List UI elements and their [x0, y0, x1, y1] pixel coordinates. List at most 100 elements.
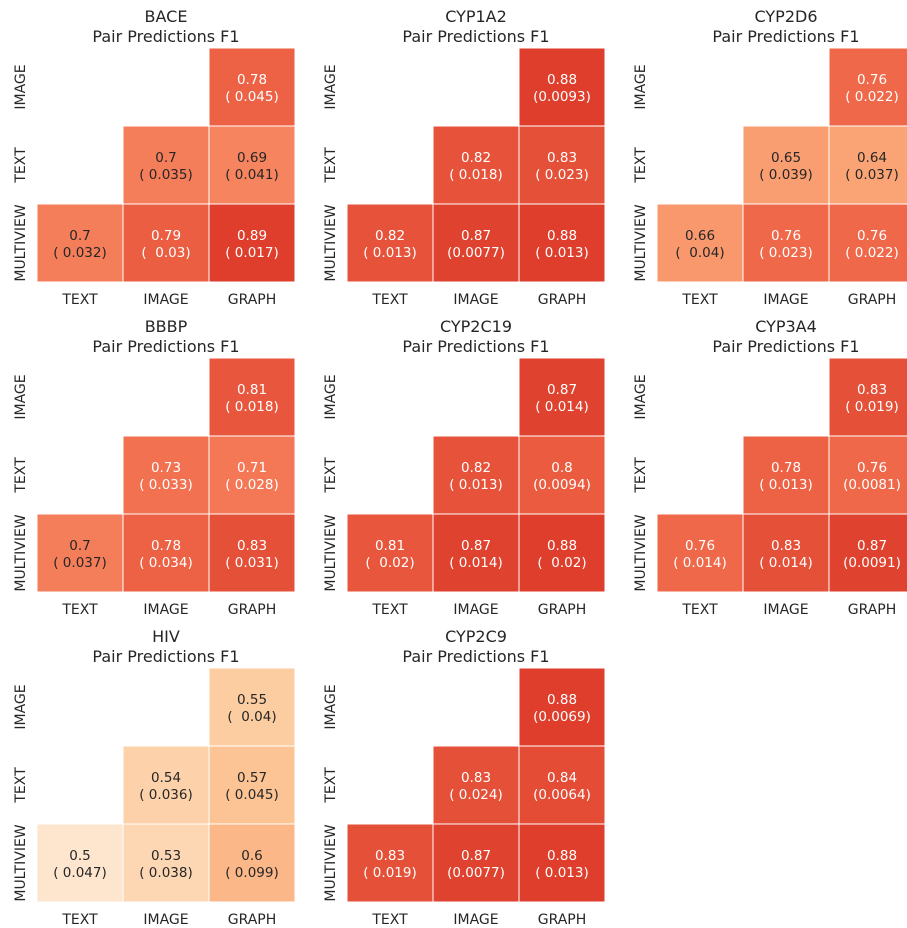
cell-std-label: (0.0077) — [447, 865, 505, 881]
cell-std-label: ( 0.047) — [53, 865, 106, 881]
cell-std-label: ( 0.013) — [759, 477, 812, 493]
cell-value-label: 0.83 — [857, 382, 887, 398]
heatmap-cell — [122, 435, 210, 515]
y-tick-label: IMAGE — [323, 64, 339, 109]
y-tick-label: IMAGE — [323, 374, 339, 419]
heatmap-cell — [36, 823, 124, 903]
y-tick-label: TEXT — [13, 767, 29, 804]
cell-std-label: (0.0069) — [533, 709, 591, 725]
y-tick-label: MULTIVIEW — [633, 514, 649, 591]
cell-value-label: 0.57 — [237, 770, 267, 786]
cell-std-label: ( 0.036) — [139, 787, 192, 803]
heatmap-cell — [208, 823, 296, 903]
cell-value-label: 0.54 — [151, 770, 181, 786]
cell-std-label: ( 0.04) — [227, 709, 276, 725]
heatmap-cell — [828, 513, 907, 593]
cell-value-label: 0.76 — [685, 538, 715, 554]
y-tick-label: TEXT — [323, 147, 339, 184]
y-tick-label: MULTIVIEW — [323, 204, 339, 281]
y-tick-label: IMAGE — [13, 684, 29, 729]
cell-value-label: 0.53 — [151, 848, 181, 864]
x-tick-label: TEXT — [61, 602, 98, 618]
y-tick-label: MULTIVIEW — [13, 824, 29, 901]
y-tick-label: TEXT — [323, 767, 339, 804]
x-tick-label: GRAPH — [538, 602, 587, 618]
cell-std-label: ( 0.018) — [225, 399, 278, 415]
cell-value-label: 0.82 — [461, 150, 491, 166]
cell-std-label: (0.0064) — [533, 787, 591, 803]
cell-value-label: 0.87 — [547, 382, 577, 398]
heatmap-cell — [518, 667, 606, 747]
cell-std-label: ( 0.02) — [537, 555, 586, 571]
cell-std-label: ( 0.02) — [365, 555, 414, 571]
x-tick-label: TEXT — [371, 912, 408, 928]
y-tick-label: MULTIVIEW — [323, 514, 339, 591]
cell-value-label: 0.87 — [461, 848, 491, 864]
cell-value-label: 0.83 — [237, 538, 267, 554]
cell-value-label: 0.88 — [547, 72, 577, 88]
x-tick-label: TEXT — [61, 912, 98, 928]
heatmap-cell — [122, 823, 210, 903]
cell-value-label: 0.83 — [547, 150, 577, 166]
panel-subtitle: Pair Predictions F1 — [402, 337, 549, 356]
panel-subtitle: Pair Predictions F1 — [92, 27, 239, 46]
y-tick-label: IMAGE — [323, 684, 339, 729]
cell-value-label: 0.65 — [771, 150, 801, 166]
x-tick-label: TEXT — [371, 292, 408, 308]
cell-std-label: (0.0093) — [533, 89, 591, 105]
heatmap-cell — [208, 357, 296, 437]
x-tick-label: TEXT — [681, 292, 718, 308]
cell-std-label: (0.0081) — [843, 477, 901, 493]
cell-value-label: 0.76 — [857, 460, 887, 476]
cell-std-label: ( 0.017) — [225, 245, 278, 261]
y-tick-label: TEXT — [633, 457, 649, 494]
cell-value-label: 0.83 — [375, 848, 405, 864]
cell-value-label: 0.87 — [461, 228, 491, 244]
y-tick-label: TEXT — [323, 457, 339, 494]
heatmap-cell — [656, 513, 744, 593]
x-tick-label: GRAPH — [228, 602, 277, 618]
x-tick-label: IMAGE — [143, 292, 188, 308]
cell-value-label: 0.66 — [685, 228, 715, 244]
panel-title: BACE — [145, 7, 188, 26]
heatmap-cell — [122, 745, 210, 825]
heatmap-cell — [208, 513, 296, 593]
y-tick-label: TEXT — [13, 457, 29, 494]
cell-std-label: ( 0.018) — [449, 167, 502, 183]
cell-std-label: (0.0091) — [843, 555, 901, 571]
heatmap-cell — [828, 47, 907, 127]
y-tick-label: MULTIVIEW — [13, 204, 29, 281]
cell-std-label: ( 0.014) — [449, 555, 502, 571]
cell-value-label: 0.7 — [69, 228, 90, 244]
cell-std-label: ( 0.04) — [675, 245, 724, 261]
panel-title: CYP2D6 — [755, 7, 818, 26]
y-tick-label: IMAGE — [633, 64, 649, 109]
panel-subtitle: Pair Predictions F1 — [92, 647, 239, 666]
cell-value-label: 0.76 — [771, 228, 801, 244]
cell-std-label: (0.0077) — [447, 245, 505, 261]
x-tick-label: IMAGE — [453, 912, 498, 928]
y-tick-label: TEXT — [13, 147, 29, 184]
x-tick-label: GRAPH — [538, 912, 587, 928]
heatmap-cell — [518, 435, 606, 515]
cell-value-label: 0.6 — [241, 848, 262, 864]
x-tick-label: GRAPH — [848, 292, 897, 308]
cell-value-label: 0.71 — [237, 460, 267, 476]
cell-std-label: ( 0.031) — [225, 555, 278, 571]
cell-value-label: 0.81 — [237, 382, 267, 398]
x-tick-label: GRAPH — [228, 912, 277, 928]
heatmap-cell — [518, 823, 606, 903]
heatmap-cell — [36, 203, 124, 283]
x-tick-label: GRAPH — [848, 602, 897, 618]
cell-std-label: ( 0.023) — [535, 167, 588, 183]
cell-std-label: ( 0.013) — [363, 245, 416, 261]
cell-std-label: ( 0.023) — [759, 245, 812, 261]
cell-value-label: 0.73 — [151, 460, 181, 476]
heatmap-cell — [518, 745, 606, 825]
cell-std-label: ( 0.019) — [845, 399, 898, 415]
cell-value-label: 0.78 — [237, 72, 267, 88]
heatmap-cell — [208, 125, 296, 205]
